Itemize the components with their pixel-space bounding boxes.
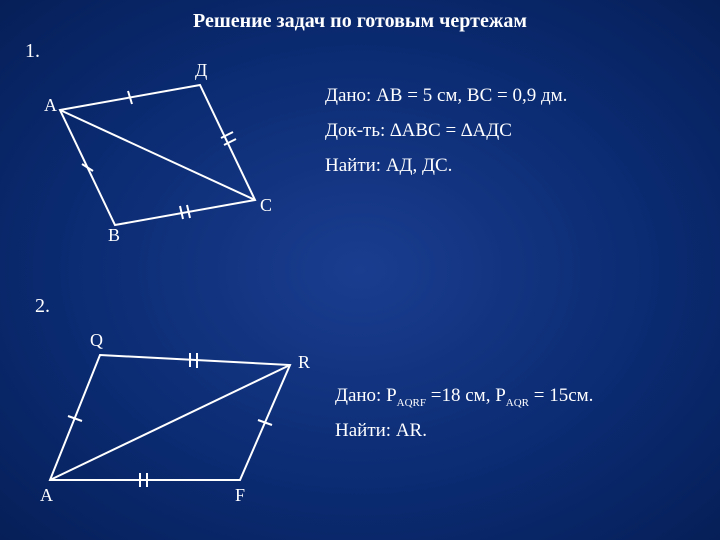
p2-given-mid: =18 см, Р <box>426 385 506 406</box>
p2-given-sub2: AQR <box>506 397 529 409</box>
label-A2: A <box>40 485 53 506</box>
p2-given-prefix: Дано: Р <box>335 385 397 406</box>
label-R2: R <box>298 352 310 373</box>
problem2-diagram <box>0 0 720 540</box>
label-F2: F <box>235 485 245 506</box>
label-Q2: Q <box>90 330 103 351</box>
p2-given-sub1: AQRF <box>397 397 426 409</box>
p2-given-suffix: = 15см. <box>529 385 593 406</box>
p2-find: Найти: АR. <box>335 420 427 442</box>
p2-given: Дано: РAQRF =18 см, РAQR = 15см. <box>335 385 593 409</box>
diagonal-AR <box>50 365 290 480</box>
quad-AQRF <box>50 355 290 480</box>
